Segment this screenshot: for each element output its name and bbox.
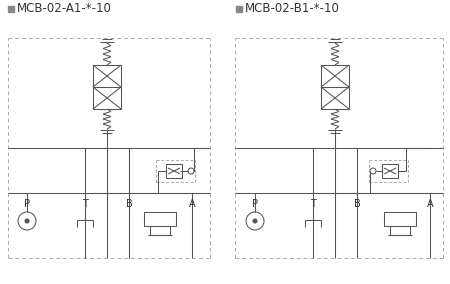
Text: P: P [252,199,258,209]
Bar [93,87,121,109]
Text: T: T [310,199,316,209]
Text: A: A [189,199,195,209]
Text: A: A [427,199,433,209]
Bar [390,226,410,235]
Bar [384,212,416,226]
Text: B: B [354,199,360,209]
Bar [321,87,349,109]
Circle shape [25,219,29,223]
Bar [166,164,182,178]
Text: T: T [82,199,88,209]
Bar [144,212,176,226]
Bar [93,65,121,87]
Text: B: B [126,199,132,209]
Bar [150,226,170,235]
Circle shape [253,219,257,223]
Bar [8,6,14,12]
Text: MCB-02-B1-*-10: MCB-02-B1-*-10 [245,3,340,16]
Text: MCB-02-A1-*-10: MCB-02-A1-*-10 [17,3,112,16]
Bar [382,164,398,178]
Bar [321,65,349,87]
Text: P: P [24,199,30,209]
Bar [236,6,242,12]
